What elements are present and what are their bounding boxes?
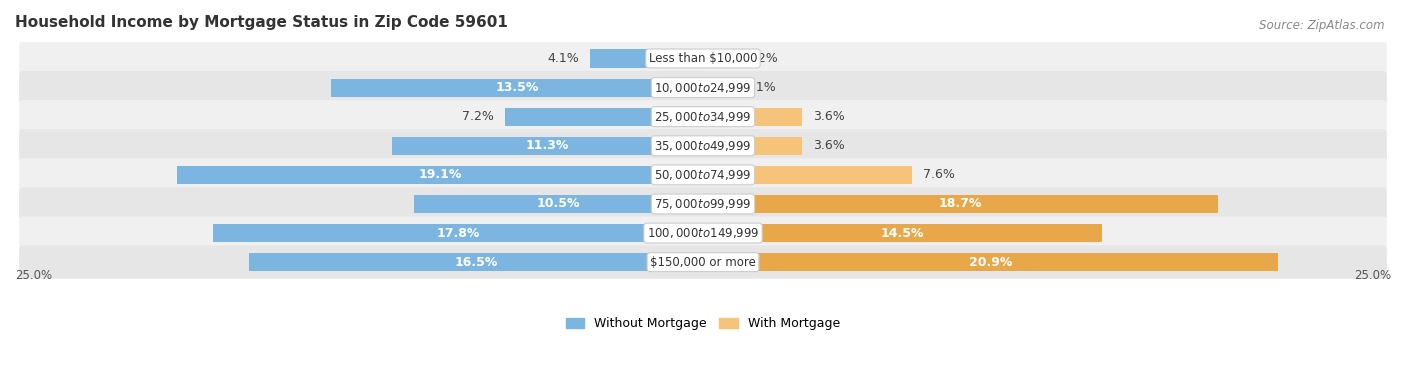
Text: $10,000 to $24,999: $10,000 to $24,999 [654, 81, 752, 94]
Text: $100,000 to $149,999: $100,000 to $149,999 [647, 226, 759, 240]
Text: 3.6%: 3.6% [813, 110, 845, 123]
Bar [177, 166, 703, 184]
Text: $25,000 to $34,999: $25,000 to $34,999 [654, 110, 752, 124]
Text: 10.5%: 10.5% [537, 197, 581, 211]
Text: Source: ZipAtlas.com: Source: ZipAtlas.com [1260, 19, 1385, 32]
Bar [214, 224, 703, 242]
Bar [392, 137, 703, 155]
Bar [332, 79, 703, 97]
Text: $50,000 to $74,999: $50,000 to $74,999 [654, 168, 752, 182]
Text: 14.5%: 14.5% [880, 226, 924, 240]
Text: $35,000 to $49,999: $35,000 to $49,999 [654, 139, 752, 153]
Text: Less than $10,000: Less than $10,000 [648, 52, 758, 65]
Text: 18.7%: 18.7% [939, 197, 981, 211]
Text: 16.5%: 16.5% [454, 256, 498, 269]
Text: Household Income by Mortgage Status in Zip Code 59601: Household Income by Mortgage Status in Z… [15, 15, 508, 30]
Text: 19.1%: 19.1% [419, 168, 463, 181]
Text: 4.1%: 4.1% [547, 52, 579, 65]
Bar [591, 50, 703, 68]
Text: 7.2%: 7.2% [463, 110, 494, 123]
Bar [703, 195, 1218, 213]
Bar [505, 108, 703, 126]
Legend: Without Mortgage, With Mortgage: Without Mortgage, With Mortgage [565, 317, 841, 330]
Text: 11.3%: 11.3% [526, 139, 569, 152]
Text: 13.5%: 13.5% [495, 81, 538, 94]
Text: $150,000 or more: $150,000 or more [650, 256, 756, 269]
Text: 25.0%: 25.0% [1354, 269, 1391, 282]
Bar [703, 137, 801, 155]
Text: 1.1%: 1.1% [744, 81, 776, 94]
FancyBboxPatch shape [20, 246, 1386, 279]
Bar [703, 253, 1278, 271]
FancyBboxPatch shape [20, 100, 1386, 133]
Text: 7.6%: 7.6% [924, 168, 955, 181]
Text: $75,000 to $99,999: $75,000 to $99,999 [654, 197, 752, 211]
Text: 3.6%: 3.6% [813, 139, 845, 152]
Bar [703, 108, 801, 126]
FancyBboxPatch shape [20, 187, 1386, 220]
FancyBboxPatch shape [20, 158, 1386, 192]
Text: 25.0%: 25.0% [15, 269, 52, 282]
Bar [249, 253, 703, 271]
FancyBboxPatch shape [20, 129, 1386, 163]
FancyBboxPatch shape [20, 217, 1386, 249]
Text: 20.9%: 20.9% [969, 256, 1012, 269]
Bar [413, 195, 703, 213]
Text: 17.8%: 17.8% [436, 226, 479, 240]
FancyBboxPatch shape [20, 71, 1386, 104]
Text: 1.2%: 1.2% [747, 52, 779, 65]
Bar [703, 166, 912, 184]
Bar [703, 50, 735, 68]
FancyBboxPatch shape [20, 42, 1386, 75]
Bar [703, 224, 1102, 242]
Bar [703, 79, 734, 97]
